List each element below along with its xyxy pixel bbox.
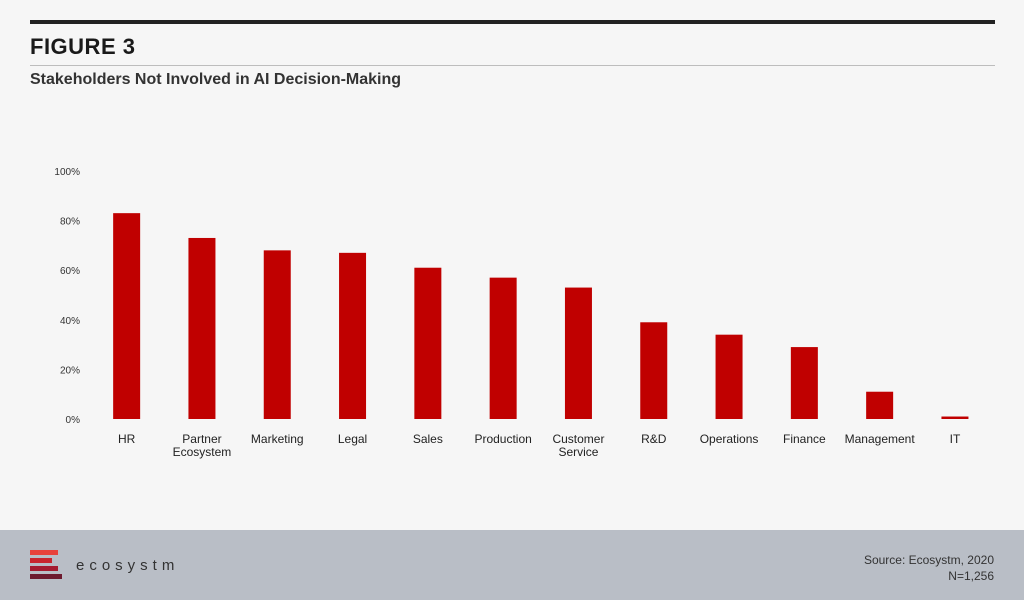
x-category-label: R&D: [641, 432, 667, 446]
bar: [866, 391, 894, 419]
x-category-label: Finance: [783, 432, 826, 446]
y-tick-label: 0%: [66, 415, 81, 426]
chart-title: Stakeholders Not Involved in AI Decision…: [30, 71, 402, 88]
source-text: Source: Ecosystm, 2020: [863, 553, 994, 567]
x-category-label: Legal: [338, 432, 367, 446]
bar: [414, 267, 442, 419]
bar: [715, 334, 743, 419]
y-tick-label: 20%: [60, 365, 80, 376]
brand-name: ecosystm: [76, 557, 180, 574]
x-category-label: Partner: [182, 432, 221, 446]
bar: [790, 347, 818, 419]
y-tick-label: 100%: [54, 167, 80, 178]
footer: ecosystm Source: Ecosystm, 2020 N=1,256: [0, 530, 1024, 600]
x-category-label: Customer: [552, 432, 604, 446]
bar: [941, 416, 969, 419]
source-note: Source: Ecosystm, 2020 N=1,256: [864, 552, 994, 584]
logo-stripe: [30, 558, 52, 563]
figure-label: FIGURE 3: [30, 34, 136, 59]
logo-stripe: [30, 566, 58, 571]
bar: [640, 322, 668, 419]
y-tick-label: 60%: [60, 266, 80, 277]
bar: [263, 250, 291, 419]
logo-stripe: [30, 550, 58, 555]
bar: [113, 213, 141, 419]
x-category-label: Service: [558, 445, 598, 459]
logo-stripe: [30, 574, 62, 579]
x-category-label: Marketing: [251, 432, 304, 446]
x-category-label: HR: [118, 432, 136, 446]
top-rule: [30, 20, 995, 24]
x-category-label: Operations: [700, 432, 759, 446]
y-tick-label: 40%: [60, 316, 80, 327]
bar: [188, 237, 216, 419]
x-category-label: Production: [474, 432, 531, 446]
bar: [489, 277, 517, 419]
y-tick-label: 80%: [60, 217, 80, 228]
title-divider: [30, 65, 995, 66]
sample-size: N=1,256: [948, 569, 994, 583]
x-category-label: Management: [845, 432, 916, 446]
ecosystm-logo-icon: [30, 550, 62, 579]
bar: [564, 287, 592, 419]
bar: [339, 252, 367, 419]
x-category-label: Sales: [413, 432, 443, 446]
x-category-label: IT: [950, 432, 961, 446]
x-category-label: Ecosystem: [173, 445, 232, 459]
